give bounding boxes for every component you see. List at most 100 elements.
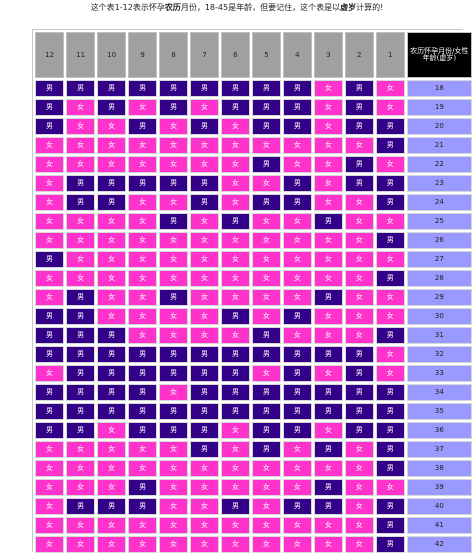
cell-male: 男 [251, 156, 281, 173]
cell-female: 女 [282, 156, 312, 173]
cell-male: 男 [66, 403, 96, 420]
cell-female: 女 [159, 517, 189, 534]
cell-male: 男 [282, 308, 312, 325]
table-row: 女男男男男男男女男女男女 33 [35, 365, 472, 382]
cell-male: 男 [66, 308, 96, 325]
cell-male: 男 [97, 175, 127, 192]
cell-male: 男 [251, 99, 281, 116]
cell-male: 男 [375, 232, 405, 249]
cell-female: 女 [66, 270, 96, 287]
cell-male: 男 [282, 175, 312, 192]
cell-female: 女 [313, 536, 343, 553]
cell-female: 女 [221, 422, 250, 439]
cell-male: 男 [66, 80, 96, 97]
cell-female: 女 [190, 327, 219, 344]
table-row: 女女女女女男女男女男女男 37 [35, 441, 472, 458]
cell-male: 男 [159, 175, 189, 192]
cell-male: 男 [282, 422, 312, 439]
cell-female: 女 [282, 232, 312, 249]
cell-female: 女 [313, 99, 343, 116]
cell-female: 女 [344, 232, 374, 249]
age-cell: 24 [406, 194, 472, 211]
cell-male: 男 [282, 346, 312, 363]
cell-male: 男 [251, 327, 281, 344]
table-row: 男男男男男男男男男男男男 35 [35, 403, 472, 420]
cell-male: 男 [159, 422, 189, 439]
cell-male: 男 [66, 289, 96, 306]
cell-male: 男 [251, 403, 281, 420]
age-cell: 29 [406, 289, 472, 306]
cell-male: 男 [251, 194, 281, 211]
table-row: 女女女女女女女女女女女男 21 [35, 137, 472, 154]
cell-male: 男 [282, 99, 312, 116]
cell-female: 女 [66, 441, 96, 458]
cell-female: 女 [221, 270, 250, 287]
cell-female: 女 [221, 479, 250, 496]
cell-female: 女 [313, 251, 343, 268]
cell-female: 女 [375, 289, 405, 306]
cell-female: 女 [251, 289, 281, 306]
cell-male: 男 [128, 479, 158, 496]
cell-female: 女 [128, 213, 158, 230]
cell-female: 女 [35, 175, 65, 192]
cell-female: 女 [282, 460, 312, 477]
cell-male: 男 [375, 460, 405, 477]
cell-male: 男 [159, 213, 189, 230]
month-header: 3 [313, 32, 343, 78]
cell-male: 男 [344, 403, 374, 420]
cell-male: 男 [221, 99, 250, 116]
month-header: 9 [128, 32, 158, 78]
cell-male: 男 [35, 118, 65, 135]
cell-male: 男 [375, 118, 405, 135]
age-cell: 39 [406, 479, 472, 496]
cell-male: 男 [221, 346, 250, 363]
cell-female: 女 [66, 99, 96, 116]
cell-male: 男 [128, 346, 158, 363]
age-cell: 21 [406, 137, 472, 154]
cell-female: 女 [159, 194, 189, 211]
corner-header: 农历怀孕月份/女性年龄(虚岁) [406, 32, 472, 78]
table-row: 男男女男男男女男男女男男 36 [35, 422, 472, 439]
cell-female: 女 [159, 441, 189, 458]
cell-female: 女 [97, 270, 127, 287]
cell-female: 女 [97, 289, 127, 306]
cell-female: 女 [344, 536, 374, 553]
cell-male: 男 [344, 346, 374, 363]
cell-male: 男 [375, 536, 405, 553]
cell-male: 男 [344, 365, 374, 382]
note-part-2: 农历 [164, 3, 181, 12]
cell-female: 女 [159, 156, 189, 173]
cell-female: 女 [97, 479, 127, 496]
table-row: 男女男女男女男男男女男女 19 [35, 99, 472, 116]
cell-male: 男 [221, 365, 250, 382]
cell-male: 男 [35, 80, 65, 97]
cell-female: 女 [251, 270, 281, 287]
cell-female: 女 [282, 441, 312, 458]
cell-female: 女 [221, 460, 250, 477]
cell-female: 女 [128, 289, 158, 306]
cell-female: 女 [375, 80, 405, 97]
cell-female: 女 [97, 213, 127, 230]
cell-female: 女 [313, 232, 343, 249]
cell-male: 男 [35, 346, 65, 363]
month-header: 8 [159, 32, 189, 78]
table-row: 女男男女女男女男男女女男 24 [35, 194, 472, 211]
cell-male: 男 [97, 80, 127, 97]
cell-male: 男 [128, 422, 158, 439]
cell-female: 女 [159, 232, 189, 249]
table-row: 男女女女女女女女女女女女 27 [35, 251, 472, 268]
cell-male: 男 [344, 422, 374, 439]
table-row: 女女女女女女女女女女女男 41 [35, 517, 472, 534]
age-cell: 18 [406, 80, 472, 97]
cell-male: 男 [159, 365, 189, 382]
cell-female: 女 [344, 308, 374, 325]
age-cell: 20 [406, 118, 472, 135]
table-row: 女男男男男男女女男女男男 23 [35, 175, 472, 192]
month-header: 12 [35, 32, 65, 78]
cell-male: 男 [128, 365, 158, 382]
cell-male: 男 [221, 403, 250, 420]
cell-male: 男 [251, 422, 281, 439]
cell-female: 女 [190, 517, 219, 534]
cell-female: 女 [128, 99, 158, 116]
cell-male: 男 [66, 346, 96, 363]
